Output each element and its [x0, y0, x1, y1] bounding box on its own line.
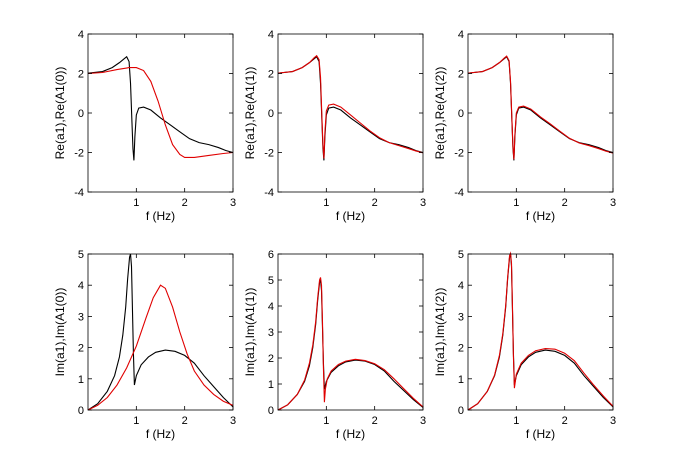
y-axis-label: Re(a1),Re(A1(1)) [243, 67, 257, 160]
series-line-black [277, 55, 424, 161]
subplot-2: 1 2 3 -4 -2 0 2 4 f (Hz) Re(a1),Re(A1(1)) [243, 29, 426, 223]
subplot-5: 1 2 3 0 1 2 3 4 5 6 f (Hz) Im(a1),Im(A1(1)) [243, 249, 426, 441]
y-tick-label: 4 [458, 280, 464, 292]
x-tick-label: 1 [323, 415, 329, 427]
y-tick-label: 0 [268, 108, 274, 120]
y-tick-label: 2 [78, 343, 84, 355]
x-tick-label: 3 [230, 415, 236, 427]
y-tick-label: 2 [268, 69, 274, 81]
y-tick-label: 6 [268, 249, 274, 261]
series-line-red [467, 251, 614, 411]
x-tick-label: 3 [420, 197, 426, 209]
series-line-red [87, 284, 234, 411]
y-tick-label: -2 [454, 148, 464, 160]
x-tick-label: 1 [323, 197, 329, 209]
x-tick-label: 1 [513, 415, 519, 427]
subplot-1: 1 2 3 -4 -2 0 2 4 f (Hz) Re(a1),Re(A1(0)) [53, 29, 236, 223]
y-tick-label: 2 [78, 69, 84, 81]
y-axis-label: Im(a1),Im(A1(2)) [433, 288, 447, 377]
y-tick-label: 5 [78, 249, 84, 261]
y-tick-label: 1 [78, 374, 84, 386]
y-tick-label: -4 [74, 187, 84, 199]
series-line-red [87, 67, 234, 158]
axes-box [467, 33, 614, 193]
axes-box [87, 33, 234, 193]
y-tick-label: 0 [268, 405, 274, 417]
y-tick-label: -2 [74, 148, 84, 160]
y-tick-label: -4 [454, 187, 464, 199]
y-tick-label: 0 [458, 108, 464, 120]
series-line-red [277, 54, 424, 159]
x-tick-label: 1 [133, 197, 139, 209]
x-tick-label: 2 [372, 415, 378, 427]
x-tick-label: 2 [182, 197, 188, 209]
y-tick-label: 4 [78, 280, 84, 292]
x-axis-label: f (Hz) [146, 209, 175, 223]
subplot-6: 1 2 3 0 1 2 3 4 5 f (Hz) Im(a1),Im(A1(2)) [433, 249, 616, 441]
x-axis-label: f (Hz) [526, 209, 555, 223]
y-axis-label: Im(a1),Im(A1(1)) [243, 288, 257, 377]
x-axis-label: f (Hz) [336, 427, 365, 441]
y-axis-label: Re(a1),Re(A1(2)) [433, 67, 447, 160]
y-tick-label: 4 [78, 29, 84, 41]
axes-box [277, 33, 424, 193]
y-tick-label: 2 [458, 69, 464, 81]
series-line-red [277, 277, 424, 411]
y-tick-label: 4 [458, 29, 464, 41]
subplot-3: 1 2 3 -4 -2 0 2 4 f (Hz) Re(a1),Re(A1(2)) [433, 29, 616, 223]
y-tick-label: 3 [78, 311, 84, 323]
x-tick-label: 1 [133, 415, 139, 427]
y-tick-label: 1 [268, 379, 274, 391]
x-axis-label: f (Hz) [526, 427, 555, 441]
subplot-4: 1 2 3 0 1 2 3 4 5 f (Hz) Im(a1),Im(A1(0)) [53, 249, 236, 441]
x-tick-label: 3 [420, 415, 426, 427]
series-line-black [87, 55, 234, 161]
y-tick-label: 0 [78, 405, 84, 417]
axes-box [467, 253, 614, 411]
y-tick-label: 2 [268, 353, 274, 365]
y-tick-label: 3 [458, 311, 464, 323]
series-line-red [467, 55, 614, 160]
x-tick-label: 2 [562, 415, 568, 427]
y-tick-label: 0 [458, 405, 464, 417]
x-axis-label: f (Hz) [146, 427, 175, 441]
y-tick-label: 0 [78, 108, 84, 120]
x-tick-label: 3 [230, 197, 236, 209]
axes-box [87, 253, 234, 411]
x-tick-label: 2 [372, 197, 378, 209]
x-tick-label: 3 [610, 415, 616, 427]
y-tick-label: 4 [268, 301, 274, 313]
x-tick-label: 3 [610, 197, 616, 209]
x-tick-label: 2 [562, 197, 568, 209]
y-tick-label: 4 [268, 29, 274, 41]
y-axis-label: Im(a1),Im(A1(0)) [53, 288, 67, 377]
y-tick-label: 2 [458, 343, 464, 355]
series-line-black [467, 55, 614, 161]
y-tick-label: 5 [268, 275, 274, 287]
y-tick-label: -2 [264, 148, 274, 160]
y-tick-label: 5 [458, 249, 464, 261]
y-tick-label: 3 [268, 327, 274, 339]
x-tick-label: 1 [513, 197, 519, 209]
y-tick-label: -4 [264, 187, 274, 199]
y-tick-label: 1 [458, 374, 464, 386]
x-axis-label: f (Hz) [336, 209, 365, 223]
x-tick-label: 2 [182, 415, 188, 427]
series-line-black [87, 253, 234, 411]
y-axis-label: Re(a1),Re(A1(0)) [53, 67, 67, 160]
